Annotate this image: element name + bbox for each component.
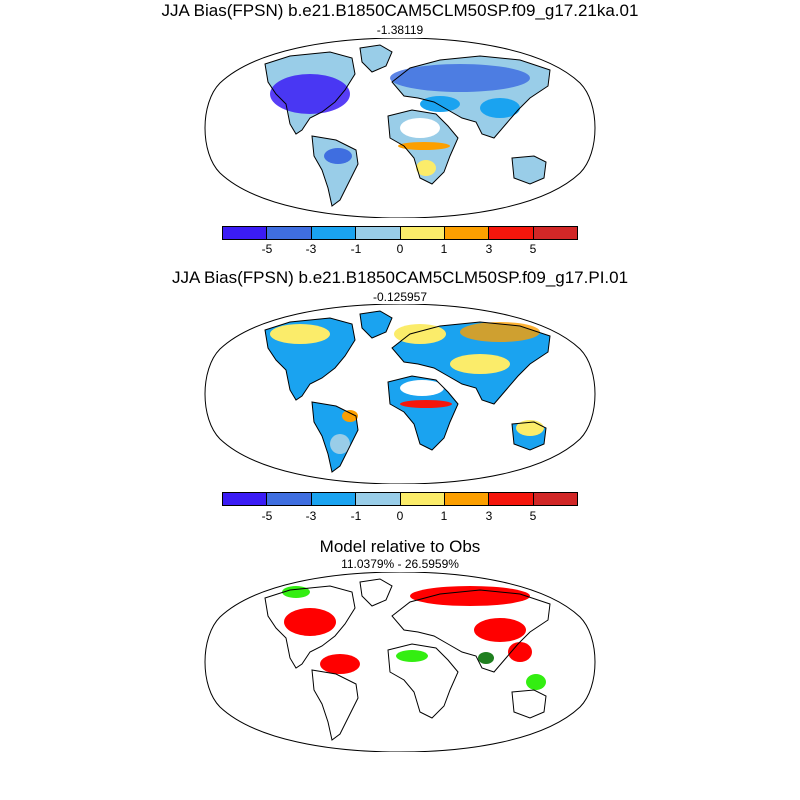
- panel1-map: [204, 38, 596, 218]
- cbar1-box-2: [311, 227, 357, 239]
- cbar1-tick: -1: [350, 242, 362, 256]
- panel1-title: JJA Bias(FPSN) b.e21.B1850CAM5CLM50SP.f0…: [161, 1, 639, 20]
- panel2-subtitle: -0.125957: [372, 290, 428, 304]
- cbar1-tick: 1: [440, 242, 448, 256]
- cbar1-tick: 0: [396, 242, 404, 256]
- panel3-title: Model relative to Obs: [319, 537, 481, 556]
- panel2-land-fill: [265, 311, 550, 472]
- cbar1-box-6: [489, 227, 534, 239]
- panel2-title: JJA Bias(FPSN) b.e21.B1850CAM5CLM50SP.f0…: [171, 268, 629, 287]
- panel3-land-fill: [282, 586, 546, 690]
- panel3-map: [204, 572, 596, 752]
- panel1-subtitle: -1.38119: [376, 23, 424, 37]
- cbar2-box-5: [444, 493, 490, 505]
- cbar2-tick: 3: [485, 509, 493, 523]
- cbar1-tick: -5: [261, 242, 273, 256]
- panel2-map: [204, 304, 596, 484]
- cbar2-box-0: [223, 493, 268, 505]
- cbar2-box-7: [533, 493, 577, 505]
- cbar2-tick: -5: [261, 509, 273, 523]
- cbar2-box-6: [489, 493, 534, 505]
- panel1-colorbar-ticks: -5 -3 -1 0 1 3 5: [0, 242, 800, 256]
- cbar2-box-2: [311, 493, 357, 505]
- cbar2-tick: -3: [305, 509, 317, 523]
- panel3-globe-border: [204, 572, 596, 752]
- panel2-colorbar-ticks: -5 -3 -1 0 1 3 5: [0, 509, 800, 523]
- panel2-globe-border: [204, 304, 596, 484]
- cbar1-box-3: [356, 227, 401, 239]
- cbar1-box-7: [533, 227, 577, 239]
- cbar1-box-0: [223, 227, 268, 239]
- cbar2-tick: 5: [529, 509, 537, 523]
- cbar2-box-1: [267, 493, 312, 505]
- cbar1-box-4: [400, 227, 445, 239]
- panel1-globe-border: [204, 38, 596, 218]
- cbar2-box-3: [356, 493, 401, 505]
- cbar1-tick: -3: [305, 242, 317, 256]
- cbar1-tick: 5: [529, 242, 537, 256]
- cbar1-box-5: [444, 227, 490, 239]
- cbar1-box-1: [267, 227, 312, 239]
- panel3-subtitle: 11.0379% - 26.5959%: [341, 557, 459, 571]
- panel1-land-fill: [265, 45, 550, 206]
- panel1-colorbar: [222, 226, 578, 240]
- cbar1-tick: 3: [485, 242, 493, 256]
- cbar2-box-4: [400, 493, 445, 505]
- cbar2-tick: 1: [440, 509, 448, 523]
- panel2-colorbar: [222, 492, 578, 506]
- cbar2-tick: -1: [350, 509, 362, 523]
- cbar2-tick: 0: [396, 509, 404, 523]
